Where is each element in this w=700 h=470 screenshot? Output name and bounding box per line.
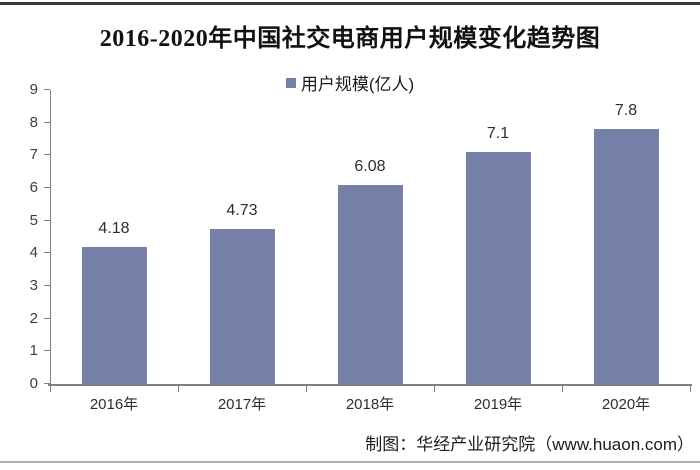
y-axis-tick xyxy=(44,121,50,123)
top-rule-divider xyxy=(0,2,700,5)
x-axis-tick xyxy=(306,386,307,392)
bar-value-label: 6.08 xyxy=(354,158,386,176)
y-tick-label: 3 xyxy=(29,277,38,294)
bar xyxy=(593,129,659,384)
y-tick-label: 4 xyxy=(29,244,38,262)
bar xyxy=(209,229,275,384)
y-tick-label: 1 xyxy=(29,342,38,360)
x-category-label: 2019年 xyxy=(473,396,523,413)
y-axis-tick xyxy=(44,154,50,156)
x-category-label: 2016年 xyxy=(89,396,139,413)
bar xyxy=(465,152,531,384)
bar-value-label: 7.8 xyxy=(614,102,638,120)
x-axis-tick xyxy=(50,386,51,392)
x-axis-line xyxy=(48,384,692,386)
y-tick-label: 7 xyxy=(29,146,38,164)
x-category-label: 2017年 xyxy=(217,396,267,413)
y-axis-tick xyxy=(44,219,50,221)
legend: 用户规模(亿人) xyxy=(0,70,700,95)
footer-credit: 制图：华经产业研究院（www.huaon.com） xyxy=(365,435,694,454)
y-axis-tick xyxy=(44,317,50,319)
y-tick-label: 2 xyxy=(29,309,38,327)
x-axis-tick xyxy=(434,386,435,392)
bottom-rule-divider xyxy=(0,461,700,463)
legend-marker-icon xyxy=(285,77,296,88)
x-category-label: 2018年 xyxy=(345,396,395,413)
y-axis-tick xyxy=(44,187,50,188)
y-axis-tick xyxy=(44,89,50,90)
x-category-label: 2020年 xyxy=(601,396,651,413)
x-axis-tick xyxy=(690,386,691,392)
x-axis-tick xyxy=(178,386,179,392)
y-axis-tick xyxy=(44,350,50,352)
y-axis-tick xyxy=(44,383,50,384)
chart-title: 2016-2020年中国社交电商用户规模变化趋势图 xyxy=(99,26,601,52)
y-axis-line xyxy=(50,90,51,384)
y-tick-label: 6 xyxy=(29,179,38,196)
y-axis-tick xyxy=(44,285,50,286)
bar xyxy=(337,185,403,384)
y-tick-label: 0 xyxy=(29,375,38,392)
y-tick-label: 9 xyxy=(29,81,38,98)
bar-value-label: 4.73 xyxy=(226,202,258,220)
bar-value-label: 7.1 xyxy=(486,125,510,143)
legend-label: 用户规模(亿人) xyxy=(300,75,415,94)
y-tick-label: 5 xyxy=(29,211,38,229)
y-tick-label: 8 xyxy=(29,113,38,131)
x-axis-tick xyxy=(562,386,563,392)
bar-value-label: 4.18 xyxy=(98,220,130,238)
bar xyxy=(81,247,147,384)
y-axis-tick xyxy=(44,252,50,254)
